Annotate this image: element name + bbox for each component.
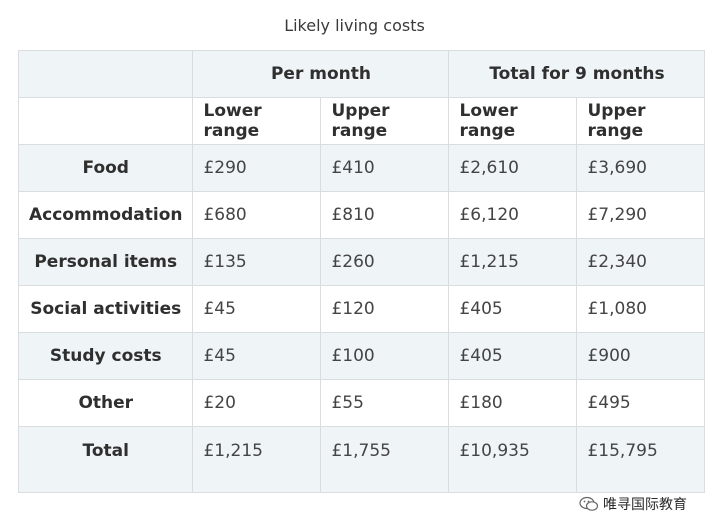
table-cell: £2,610 xyxy=(448,144,578,192)
row-label: Social activities xyxy=(17,285,194,333)
table-cell: £405 xyxy=(448,285,578,333)
group-header-row: Per month Total for 9 months xyxy=(17,50,706,98)
table-cell: £120 xyxy=(320,285,450,333)
table-cell: £55 xyxy=(320,379,450,427)
table-cell: £810 xyxy=(320,191,450,239)
living-costs-table: Per month Total for 9 months Lower range… xyxy=(17,50,706,493)
row-label: Total xyxy=(17,426,194,493)
table-cell: £100 xyxy=(320,332,450,380)
table-cell: £260 xyxy=(320,238,450,286)
table-cell: £15,795 xyxy=(576,426,706,493)
group-header-total-9-months: Total for 9 months xyxy=(448,50,706,98)
table-cell: £135 xyxy=(192,238,322,286)
table-cell: £290 xyxy=(192,144,322,192)
table-cell: £1,215 xyxy=(448,238,578,286)
table-cell: £1,755 xyxy=(320,426,450,493)
sub-header: Upper range xyxy=(320,97,450,145)
table-cell: £680 xyxy=(192,191,322,239)
table-cell: £10,935 xyxy=(448,426,578,493)
table-row: Accommodation £680 £810 £6,120 £7,290 xyxy=(17,191,706,239)
table-cell: £2,340 xyxy=(576,238,706,286)
table-caption: Likely living costs xyxy=(284,16,425,35)
watermark-text: 唯寻国际教育 xyxy=(603,497,687,513)
corner-cell xyxy=(17,97,194,145)
total-row: Total £1,215 £1,755 £10,935 £15,795 xyxy=(17,426,706,493)
table-cell: £180 xyxy=(448,379,578,427)
table-row: Social activities £45 £120 £405 £1,080 xyxy=(17,285,706,333)
row-label: Accommodation xyxy=(17,191,194,239)
sub-header: Lower range xyxy=(448,97,578,145)
row-label: Personal items xyxy=(17,238,194,286)
table-cell: £3,690 xyxy=(576,144,706,192)
watermark: 唯寻国际教育 xyxy=(579,494,687,514)
sub-header: Upper range xyxy=(576,97,706,145)
wechat-icon xyxy=(579,496,599,511)
corner-cell xyxy=(17,50,194,98)
table-cell: £405 xyxy=(448,332,578,380)
table-cell: £900 xyxy=(576,332,706,380)
table-cell: £1,080 xyxy=(576,285,706,333)
table-cell: £45 xyxy=(192,332,322,380)
table-row: Food £290 £410 £2,610 £3,690 xyxy=(17,144,706,192)
row-label: Other xyxy=(17,379,194,427)
table-row: Study costs £45 £100 £405 £900 xyxy=(17,332,706,380)
table-cell: £20 xyxy=(192,379,322,427)
sub-header-row: Lower range Upper range Lower range Uppe… xyxy=(17,97,706,145)
row-label: Study costs xyxy=(17,332,194,380)
row-label: Food xyxy=(17,144,194,192)
table-cell: £1,215 xyxy=(192,426,322,493)
table-row: Other £20 £55 £180 £495 xyxy=(17,379,706,427)
table-cell: £495 xyxy=(576,379,706,427)
table-cell: £6,120 xyxy=(448,191,578,239)
group-header-per-month: Per month xyxy=(192,50,450,98)
table-cell: £45 xyxy=(192,285,322,333)
table-row: Personal items £135 £260 £1,215 £2,340 xyxy=(17,238,706,286)
sub-header: Lower range xyxy=(192,97,322,145)
table-cell: £7,290 xyxy=(576,191,706,239)
table-cell: £410 xyxy=(320,144,450,192)
